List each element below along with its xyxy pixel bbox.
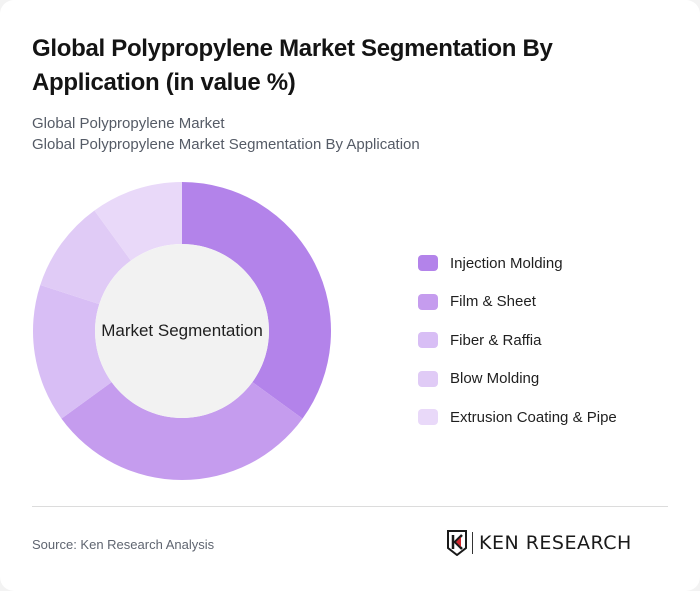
legend-item-film-sheet[interactable]: Film & Sheet [418, 283, 617, 322]
legend-swatch [418, 409, 438, 426]
logo-separator [472, 532, 473, 554]
legend-label: Fiber & Raffia [450, 331, 542, 349]
legend: Injection Molding Film & Sheet Fiber & Raf… [418, 244, 617, 437]
breadcrumb-line-1: Global Polypropylene Market [32, 115, 225, 132]
legend-item-blow-molding[interactable]: Blow Molding [418, 360, 617, 399]
legend-label: Blow Molding [450, 370, 540, 388]
donut-hole [95, 244, 269, 418]
legend-swatch [418, 332, 438, 349]
legend-label: Injection Molding [450, 254, 563, 272]
footer-divider [32, 506, 668, 507]
donut-segment-fiber-raffia[interactable] [33, 284, 112, 419]
legend-item-extrusion-coating-pipe[interactable]: Extrusion Coating & Pipe [418, 398, 617, 437]
donut-segment-film-sheet[interactable] [61, 382, 303, 480]
ken-shield-icon [447, 530, 467, 556]
donut-segment-injection-molding[interactable] [182, 182, 331, 419]
donut-chart [33, 182, 331, 480]
source-note: Source: Ken Research Analysis [32, 537, 215, 552]
chart-title: Global Polypropylene Market Segmentation… [32, 35, 553, 96]
ken-research-logo: KEN RESEARCH [447, 530, 632, 556]
donut-segment-extrusion-coating-pipe[interactable] [94, 182, 182, 261]
legend-item-injection-molding[interactable]: Injection Molding [418, 244, 617, 283]
legend-label: Film & Sheet [450, 293, 536, 311]
legend-swatch [418, 255, 438, 272]
legend-swatch [418, 370, 438, 387]
breadcrumb-line-2: Global Polypropylene Market Segmentation… [32, 136, 420, 153]
donut-segment-blow-molding[interactable] [40, 210, 131, 305]
breadcrumb: Global Polypropylene Market Global Polyp… [32, 113, 420, 155]
legend-item-fiber-raffia[interactable]: Fiber & Raffia [418, 321, 617, 360]
legend-label: Extrusion Coating & Pipe [450, 408, 617, 426]
logo-text: KEN RESEARCH [479, 532, 632, 554]
legend-swatch [418, 293, 438, 310]
